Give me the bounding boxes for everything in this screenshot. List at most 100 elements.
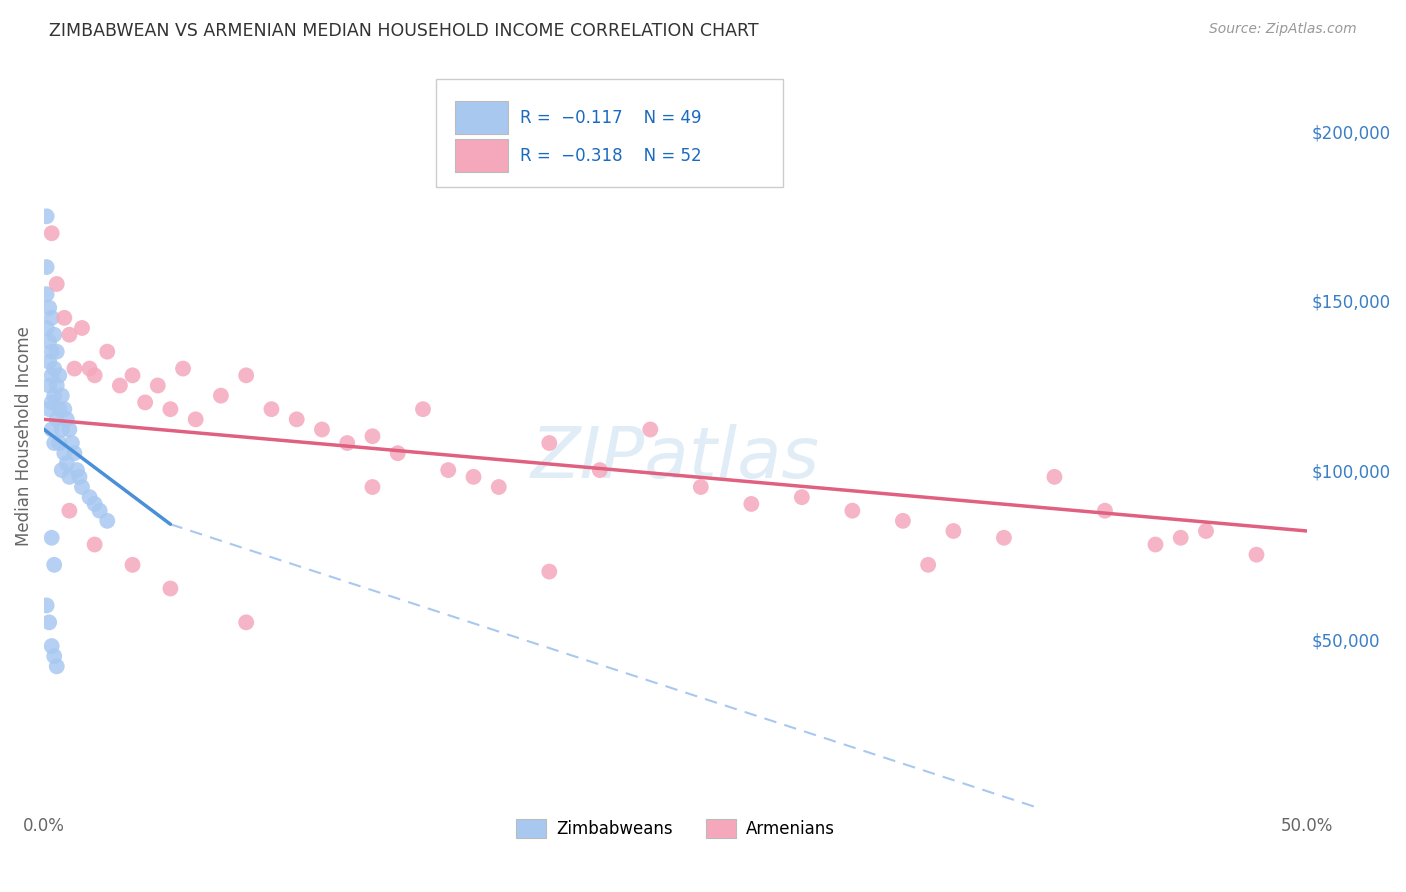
Point: [70, 480, 93, 494]
Point: [463, 470, 485, 484]
Point: [589, 463, 612, 477]
Point: [35, 321, 58, 335]
Point: [41, 344, 63, 359]
Point: [159, 582, 181, 596]
Point: [41, 310, 63, 325]
Point: [83, 368, 105, 383]
Point: [387, 446, 409, 460]
Point: [134, 395, 156, 409]
Point: [53, 310, 76, 325]
Point: [41, 226, 63, 240]
Point: [108, 378, 131, 392]
Point: [437, 463, 460, 477]
Point: [56, 456, 79, 470]
Point: [83, 537, 105, 551]
Point: [41, 395, 63, 409]
Point: [917, 558, 939, 572]
Point: [83, 497, 105, 511]
Point: [361, 480, 384, 494]
Point: [121, 558, 143, 572]
Point: [48, 402, 70, 417]
Point: [35, 599, 58, 613]
Point: [44, 558, 66, 572]
Point: [35, 210, 58, 224]
Y-axis label: Median Household Income: Median Household Income: [15, 326, 32, 546]
Point: [235, 368, 257, 383]
Point: [51, 463, 73, 477]
Point: [209, 389, 232, 403]
Point: [121, 368, 143, 383]
Point: [146, 378, 169, 392]
Point: [56, 412, 79, 426]
Point: [38, 615, 60, 630]
Point: [841, 504, 863, 518]
Point: [45, 277, 67, 291]
Point: [740, 497, 762, 511]
Text: R =  −0.117    N = 49: R = −0.117 N = 49: [520, 109, 702, 127]
Point: [942, 524, 965, 538]
Point: [63, 446, 86, 460]
Point: [53, 446, 76, 460]
Point: [44, 436, 66, 450]
FancyBboxPatch shape: [454, 102, 508, 134]
Point: [89, 504, 111, 518]
Point: [1144, 537, 1167, 551]
Point: [69, 470, 91, 484]
Point: [1195, 524, 1218, 538]
Point: [58, 504, 80, 518]
Point: [172, 361, 194, 376]
Point: [79, 490, 101, 504]
Point: [96, 344, 118, 359]
FancyBboxPatch shape: [454, 139, 508, 172]
Text: R =  −0.318    N = 52: R = −0.318 N = 52: [520, 146, 702, 165]
Point: [35, 287, 58, 301]
Point: [63, 361, 86, 376]
Point: [44, 361, 66, 376]
Point: [336, 436, 359, 450]
Point: [311, 422, 333, 436]
Point: [640, 422, 662, 436]
Point: [361, 429, 384, 443]
Point: [993, 531, 1015, 545]
Point: [285, 412, 308, 426]
Point: [45, 659, 67, 673]
Point: [44, 389, 66, 403]
Point: [790, 490, 813, 504]
Point: [58, 327, 80, 342]
Point: [41, 368, 63, 383]
Point: [45, 378, 67, 392]
Point: [1246, 548, 1268, 562]
Point: [45, 344, 67, 359]
Text: ZIPatlas: ZIPatlas: [531, 424, 820, 493]
Point: [58, 422, 80, 436]
Point: [159, 402, 181, 417]
Point: [235, 615, 257, 630]
Point: [53, 402, 76, 417]
Point: [79, 361, 101, 376]
Point: [66, 463, 89, 477]
Point: [41, 639, 63, 653]
Text: Source: ZipAtlas.com: Source: ZipAtlas.com: [1209, 22, 1357, 37]
Point: [58, 470, 80, 484]
Point: [412, 402, 434, 417]
Point: [60, 436, 83, 450]
Point: [1043, 470, 1066, 484]
Point: [891, 514, 914, 528]
FancyBboxPatch shape: [436, 79, 783, 187]
Point: [70, 321, 93, 335]
Point: [38, 301, 60, 315]
Point: [689, 480, 711, 494]
Point: [41, 422, 63, 436]
Point: [538, 565, 561, 579]
Point: [38, 355, 60, 369]
Point: [1094, 504, 1116, 518]
Point: [48, 368, 70, 383]
Text: ZIMBABWEAN VS ARMENIAN MEDIAN HOUSEHOLD INCOME CORRELATION CHART: ZIMBABWEAN VS ARMENIAN MEDIAN HOUSEHOLD …: [49, 22, 759, 40]
Point: [44, 649, 66, 664]
Point: [184, 412, 207, 426]
Point: [51, 389, 73, 403]
Point: [44, 327, 66, 342]
Point: [38, 402, 60, 417]
Point: [38, 378, 60, 392]
Point: [45, 412, 67, 426]
